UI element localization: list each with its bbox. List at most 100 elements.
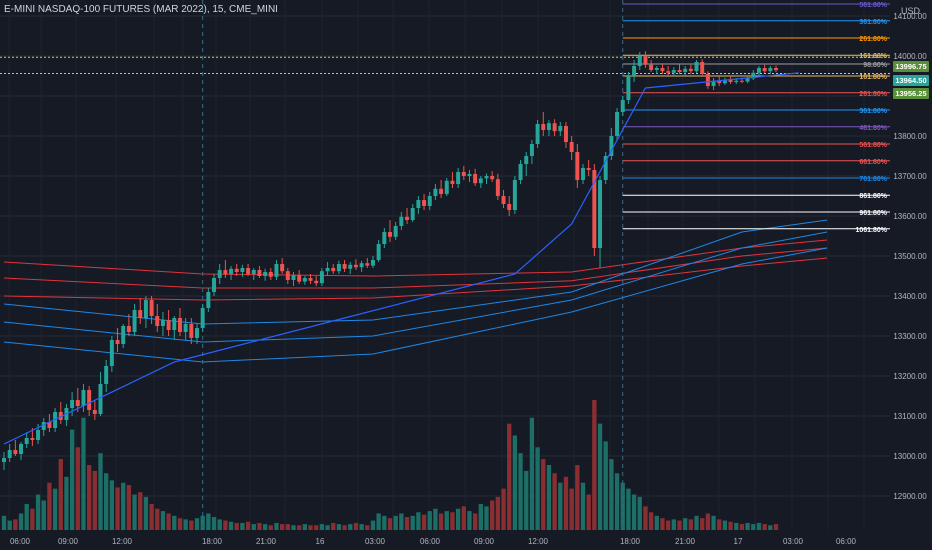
volume-bar xyxy=(734,522,739,530)
volume-bar xyxy=(24,504,29,530)
volume-bar xyxy=(529,417,535,530)
volume-bar xyxy=(325,525,330,530)
candle-body xyxy=(263,272,268,276)
volume-bar xyxy=(444,511,449,530)
volume-bar xyxy=(580,482,586,530)
y-tick-label: 13600.00 xyxy=(893,212,927,221)
candle-body xyxy=(456,172,461,184)
candle-body xyxy=(581,168,585,180)
volume-bar xyxy=(592,400,597,530)
candle-body xyxy=(569,142,574,152)
candle-body xyxy=(177,318,182,332)
volume-bar xyxy=(160,511,166,530)
volume-bar xyxy=(268,525,273,530)
candle-body xyxy=(478,178,483,184)
candle-body xyxy=(439,188,444,194)
y-tick-label: 13000.00 xyxy=(893,452,927,461)
candle-body xyxy=(427,196,432,206)
volume-bar xyxy=(115,487,120,530)
candle-body xyxy=(700,62,705,74)
volume-bar xyxy=(382,515,387,530)
candle-body xyxy=(212,278,217,292)
band-line xyxy=(3,239,828,277)
volume-bar xyxy=(569,488,574,530)
candle-body xyxy=(609,136,614,156)
candle-body xyxy=(302,278,307,282)
candle-body xyxy=(331,268,336,272)
volume-bar xyxy=(626,488,631,530)
candle-body xyxy=(416,200,421,208)
candle-body xyxy=(75,400,80,406)
candle-body xyxy=(388,232,392,237)
candle-body xyxy=(7,450,12,458)
volume-bar xyxy=(728,521,733,530)
x-tick-label: 03:00 xyxy=(365,537,386,546)
volume-bar xyxy=(228,521,234,530)
y-tick-label: 13100.00 xyxy=(893,412,927,421)
volume-bar xyxy=(331,522,336,530)
x-tick-label: 21:00 xyxy=(256,537,277,546)
volume-bar xyxy=(75,447,80,530)
price-label-box xyxy=(893,88,929,99)
price-label-text: 13996.75 xyxy=(895,62,926,71)
price-label-text: 13956.25 xyxy=(895,89,926,98)
y-tick-label: 13800.00 xyxy=(893,132,927,141)
volume-bar xyxy=(609,459,614,530)
fib-label: 361.80% xyxy=(859,108,887,115)
candle-body xyxy=(705,74,710,86)
x-tick-label: 18:00 xyxy=(202,537,223,546)
volume-bar xyxy=(552,473,557,530)
volume-bar xyxy=(143,496,149,530)
volume-bar xyxy=(524,470,529,530)
fib-label: 961.80% xyxy=(859,210,887,217)
candle-body xyxy=(246,268,251,274)
volume-bar xyxy=(450,512,455,530)
candle-body xyxy=(206,292,211,308)
volume-bar xyxy=(694,515,699,530)
volume-bar xyxy=(490,500,495,530)
volume-bar xyxy=(745,522,750,530)
fib-label: 261.80% xyxy=(859,91,887,98)
fib-label: 561.80% xyxy=(859,142,887,149)
volume-bar xyxy=(501,488,506,530)
volume-bar xyxy=(211,517,217,530)
candle-body xyxy=(450,180,455,184)
volume-bar xyxy=(189,520,194,530)
candle-body xyxy=(751,72,756,79)
volume-bar xyxy=(297,525,302,530)
volume-bar xyxy=(18,513,24,530)
fib-label: 1061.80% xyxy=(855,227,887,234)
volume-bar xyxy=(359,524,364,530)
volume-bar xyxy=(370,520,376,530)
candle-body xyxy=(620,100,625,112)
fib-levels: 561.80% 361.80% 261.80% 161.80% 98.80% 161.80… xyxy=(0,2,890,234)
candle-body xyxy=(529,144,534,156)
candle-body xyxy=(615,112,620,136)
candle-body xyxy=(109,340,114,366)
volume-bar xyxy=(455,508,461,530)
candle-body xyxy=(626,76,631,100)
candle-body xyxy=(160,320,165,326)
volume-bar xyxy=(717,519,722,530)
candle-body xyxy=(36,430,41,440)
volume-bar xyxy=(563,476,569,530)
candle-body xyxy=(308,278,313,281)
candle-body xyxy=(143,300,148,318)
candle-body xyxy=(643,56,648,65)
candle-body xyxy=(240,268,245,272)
time-axis[interactable]: 06:00 09:00 12:00 18:00 21:00 16 03:00 06:00 09:… xyxy=(10,537,857,546)
volume-bar xyxy=(138,492,143,530)
candle-body xyxy=(348,264,353,269)
volume-bar xyxy=(217,519,222,530)
volume-bar xyxy=(535,447,540,530)
candle-body xyxy=(47,422,52,428)
volume-bar xyxy=(438,513,444,530)
volume-bar xyxy=(677,520,682,530)
x-tick-label: 09:00 xyxy=(58,537,79,546)
fib-label: 861.80% xyxy=(859,193,887,200)
fib-label: 461.80% xyxy=(859,125,887,132)
x-tick-label: 17 xyxy=(734,537,743,546)
candle-body xyxy=(353,264,358,268)
band-line xyxy=(3,257,828,301)
